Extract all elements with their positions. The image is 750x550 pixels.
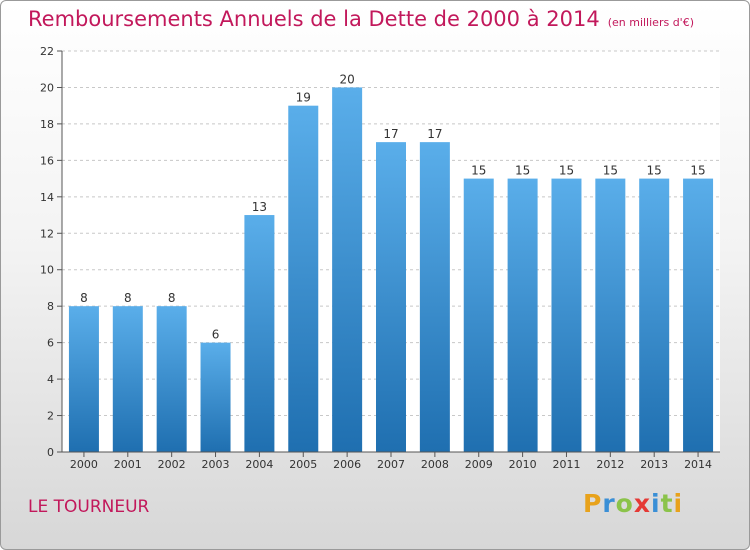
bar-value-label: 8 — [80, 291, 88, 305]
brand-letter: o — [615, 489, 634, 518]
x-tick-label: 2014 — [684, 458, 712, 471]
bar-value-label: 8 — [168, 291, 176, 305]
bar — [244, 215, 275, 452]
brand-letter: P — [583, 489, 603, 518]
bar — [68, 306, 99, 452]
y-tick-label: 0 — [47, 446, 54, 459]
brand-letter: r — [602, 489, 616, 518]
x-tick-label: 2005 — [289, 458, 317, 471]
x-tick-label: 2004 — [245, 458, 273, 471]
bar-value-label: 15 — [690, 164, 705, 178]
bar-value-label: 15 — [559, 164, 574, 178]
x-tick-label: 2001 — [114, 458, 142, 471]
bar-value-label: 20 — [339, 72, 354, 86]
bar — [463, 178, 494, 452]
bar-value-label: 8 — [124, 291, 132, 305]
y-tick-label: 14 — [40, 191, 54, 204]
x-tick-label: 2009 — [465, 458, 493, 471]
bar — [332, 87, 363, 453]
chart-title-text: Remboursements Annuels de la Dette de 20… — [28, 7, 600, 31]
bar-value-label: 17 — [383, 127, 398, 141]
y-tick-label: 12 — [40, 227, 54, 240]
bar-value-label: 15 — [603, 164, 618, 178]
bar-value-label: 13 — [252, 200, 267, 214]
y-tick-label: 18 — [40, 118, 54, 131]
brand-letter: x — [633, 489, 651, 518]
bar-value-label: 15 — [515, 164, 530, 178]
y-tick-label: 10 — [40, 264, 54, 277]
x-tick-label: 2012 — [596, 458, 624, 471]
x-tick-label: 2010 — [509, 458, 537, 471]
brand-letter: i — [651, 489, 661, 518]
x-tick-label: 2000 — [70, 458, 98, 471]
bar-value-label: 15 — [471, 164, 486, 178]
bar — [595, 178, 626, 452]
bar — [288, 105, 319, 452]
y-tick-label: 4 — [47, 373, 54, 386]
x-tick-label: 2011 — [552, 458, 580, 471]
bar — [639, 178, 670, 452]
bar — [200, 342, 231, 452]
y-tick-label: 16 — [40, 154, 54, 167]
bar — [376, 142, 406, 453]
x-tick-label: 2007 — [377, 458, 405, 471]
bar — [507, 178, 538, 452]
bar — [551, 178, 582, 452]
y-tick-label: 22 — [40, 45, 54, 58]
y-tick-label: 2 — [47, 410, 54, 423]
bar-value-label: 17 — [427, 127, 442, 141]
bar-value-label: 19 — [296, 91, 311, 105]
bar-value-label: 15 — [647, 164, 662, 178]
x-tick-label: 2013 — [640, 458, 668, 471]
x-tick-label: 2006 — [333, 458, 361, 471]
bar-value-label: 6 — [212, 328, 220, 342]
x-tick-label: 2002 — [158, 458, 186, 471]
chart-title: Remboursements Annuels de la Dette de 20… — [28, 7, 694, 31]
y-tick-label: 8 — [47, 300, 54, 313]
brand-letter: i — [673, 489, 684, 518]
y-tick-label: 20 — [40, 81, 54, 94]
x-tick-label: 2008 — [421, 458, 449, 471]
bar — [156, 306, 187, 452]
bar — [419, 142, 450, 453]
proxiti-logo: Proxiti — [583, 489, 683, 518]
x-tick-label: 2003 — [202, 458, 230, 471]
bar — [683, 178, 714, 452]
y-tick-label: 6 — [47, 337, 54, 350]
bar — [112, 306, 143, 452]
chart-unit-note: (en milliers d'€) — [607, 16, 694, 29]
location-label: LE TOURNEUR — [28, 497, 150, 517]
brand-letter: t — [660, 489, 674, 518]
